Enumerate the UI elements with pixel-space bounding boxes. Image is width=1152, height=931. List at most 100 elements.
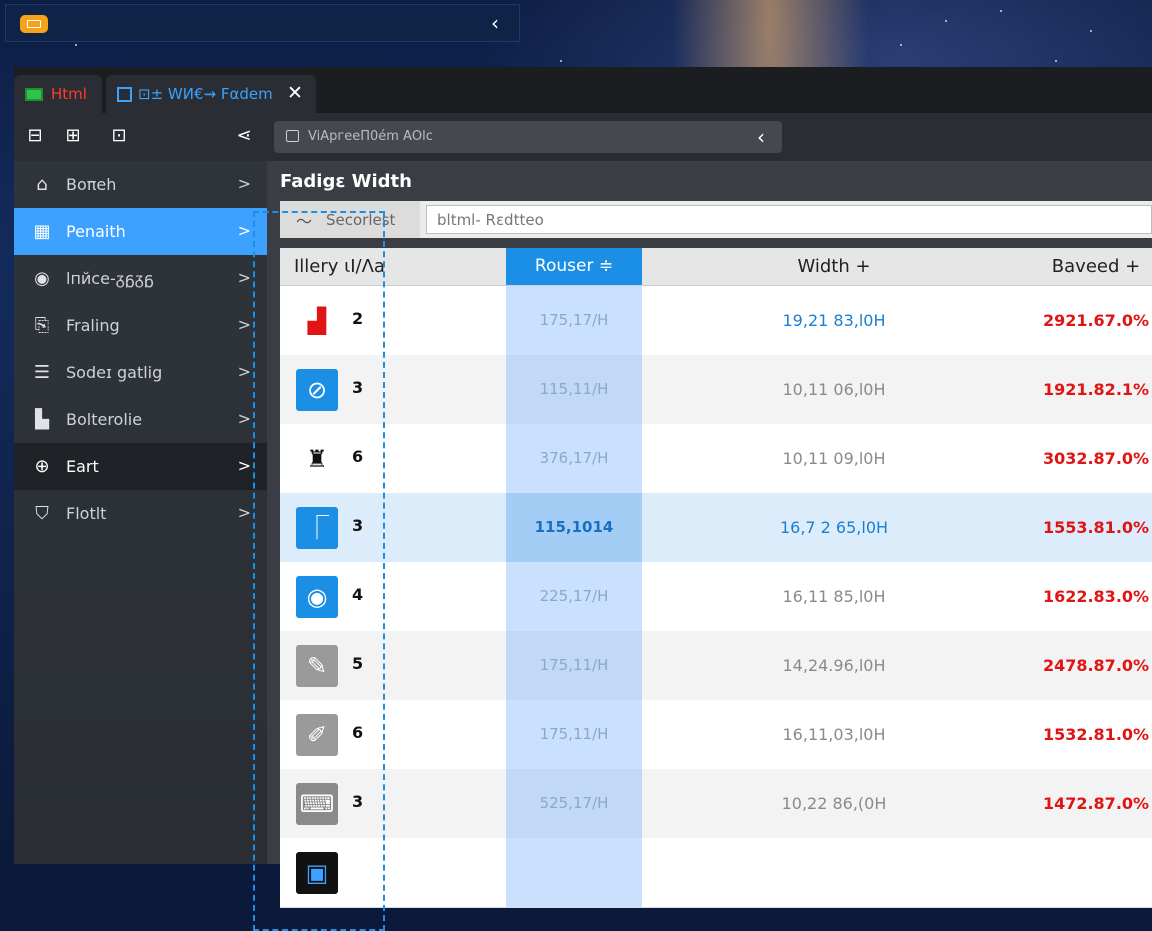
sidebar-item-clipboard[interactable]: ⎘ Fraling > — [14, 302, 267, 349]
chevron-right-icon: > — [237, 315, 251, 334]
page-icon — [286, 130, 299, 142]
bin-icon: ♜ — [296, 438, 338, 480]
crosshair-icon: ⊕ — [34, 455, 50, 477]
column-header-name[interactable]: Ιllery ιΙ/Λa — [294, 256, 385, 277]
bookmark-icon: ⛉ — [35, 502, 49, 524]
cell-based: 1472.87.0% — [1042, 794, 1150, 813]
sidebar-item-bookmark[interactable]: ⛉ Flotlt > — [14, 490, 267, 537]
filter-chip[interactable]: 〜 Secorlest — [280, 201, 420, 238]
row-id: 3 — [352, 792, 364, 811]
table-row[interactable]: ♜ 6 376,17/H 10,11 09,l0H 3032.87.0% — [280, 424, 1152, 494]
data-table: Ιllery ιΙ/Λa Rouser ≑ Width + Baveed + ▟… — [280, 248, 1152, 908]
toolbar: ⊟ ⊞ ⊡ ⋖ ViΑpгeeΠ0ém ΑΟlc ‹ — [14, 113, 1152, 161]
row-id: 2 — [352, 309, 364, 328]
cell-width: 16,11 85,l0H — [782, 587, 886, 606]
chevron-right-icon: > — [237, 456, 251, 475]
sidebar-item-label: lпйcе-ᵹᵷᵹᵷ — [66, 268, 154, 288]
cell-based: 1553.81.0% — [1042, 518, 1150, 537]
cell-width — [734, 838, 934, 907]
back-button[interactable]: ‹ — [757, 125, 765, 149]
filter-input[interactable] — [426, 205, 1152, 234]
row-id: 6 — [352, 723, 364, 742]
window-icon — [117, 86, 132, 102]
flag-icon: ⎾ — [296, 507, 338, 549]
cell-router: 175,11/H — [506, 700, 642, 769]
sidebar-item-label: Fraling — [66, 316, 120, 335]
sidebar-item-layers[interactable]: ☰ Sodeɪ gatlig > — [14, 349, 267, 396]
table-row[interactable]: ⎾ 3 115,1014 16,7 2 65,l0H 1553.81.0% — [280, 493, 1152, 563]
star — [900, 44, 902, 46]
cell-router — [506, 838, 642, 907]
sidebar-item-label: Bolterolie — [66, 410, 143, 429]
table-row[interactable]: ▟ 2 175,17/H 19,21 83,l0H 2921.67.0% — [280, 286, 1152, 356]
main-content: Fadigɛ Width 〜 Secorlest Ιllery ιΙ/Λa Ro… — [267, 161, 1152, 908]
search-icon: ◉ — [34, 267, 50, 289]
columns-icon[interactable]: ⊞ — [65, 125, 81, 146]
home-icon: ⌂ — [36, 173, 48, 195]
sidebar-item-label: Sodeɪ gatlig — [66, 363, 163, 382]
device-icon: ⌨ — [296, 783, 338, 825]
star — [1000, 10, 1002, 12]
table-row[interactable]: ◉ 4 225,17/H 16,11 85,l0H 1622.83.0% — [280, 562, 1152, 632]
tab-label: ⊡± WИ€⇝ Fαdem — [138, 85, 273, 103]
chevron-right-icon: > — [237, 503, 251, 522]
cell-based: 3032.87.0% — [1042, 449, 1150, 468]
filter-chip-label: Secorlest — [326, 210, 396, 229]
table-row[interactable]: ✐ 6 175,11/H 16,11,03,l0H 1532.81.0% — [280, 700, 1152, 770]
cell-width: 10,11 06,l0H — [782, 380, 886, 399]
sidebar-item-label: Boπeh — [66, 175, 117, 194]
chat-icon[interactable]: ⊡ — [111, 125, 127, 146]
address-bar[interactable]: ViΑpгeeΠ0ém ΑΟlc ‹ — [274, 121, 782, 153]
chevron-right-icon: > — [237, 362, 251, 381]
collapse-button[interactable]: ‹ — [491, 11, 499, 35]
close-tab-button[interactable]: ✕ — [287, 82, 303, 104]
layers-icon: ☰ — [33, 361, 51, 383]
red-block-icon: ▟ — [296, 300, 338, 342]
cell-router: 376,17/H — [506, 424, 642, 493]
monitor-icon[interactable]: ⊟ — [27, 125, 43, 146]
sidebar-item-search[interactable]: ◉ lпйcе-ᵹᵷᵹᵷ > — [14, 255, 267, 302]
app-icon: ▣ — [296, 852, 338, 894]
pencil-icon: ✐ — [296, 714, 338, 756]
cell-router: 225,17/H — [506, 562, 642, 631]
column-header-based[interactable]: Baveed + — [1051, 256, 1141, 277]
blocks-icon: ▙ — [35, 408, 49, 430]
chevron-right-icon: > — [237, 268, 251, 287]
share-icon[interactable]: ⋖ — [236, 125, 252, 146]
tab-html[interactable]: Html — [14, 75, 102, 113]
cell-width: 16,11,03,l0H — [782, 725, 886, 744]
table-row[interactable]: ✎ 5 175,11/H 14,24.96,l0H 2478.87.0% — [280, 631, 1152, 701]
grid-icon — [25, 87, 43, 101]
sidebar-item-panel[interactable]: ▦ Penaith > — [14, 208, 267, 255]
sidebar-item-label: Flotlt — [66, 504, 107, 523]
target-icon: ◉ — [296, 576, 338, 618]
cell-router: 525,17/H — [506, 769, 642, 838]
tab-bar: Html ⊡± WИ€⇝ Fαdem ✕ — [14, 67, 1152, 113]
table-row[interactable]: ▣ — [280, 838, 1152, 908]
cell-based: 1921.82.1% — [1042, 380, 1150, 399]
cell-router: 115,11/H — [506, 355, 642, 424]
table-row[interactable]: ⊘ 3 115,11/H 10,11 06,l0H 1921.82.1% — [280, 355, 1152, 425]
cell-width: 10,22 86,(0H — [781, 794, 887, 813]
sidebar-item-crosshair[interactable]: ⊕ Eart > — [14, 443, 267, 490]
panel-icon: ▦ — [33, 220, 51, 242]
sidebar-item-home[interactable]: ⌂ Boπeh > — [14, 161, 267, 208]
cell-width: 10,11 09,l0H — [782, 449, 886, 468]
app-window-icon[interactable] — [20, 15, 48, 33]
sidebar: ⌂ Boπeh > ▦ Penaith > ◉ lпйcе-ᵹᵷᵹᵷ > ⎘ F… — [14, 161, 267, 864]
column-header-width[interactable]: Width + — [797, 256, 871, 277]
sidebar-item-blocks[interactable]: ▙ Bolterolie > — [14, 396, 267, 443]
chevron-right-icon: > — [237, 409, 251, 428]
address-text: ViΑpгeeΠ0ém ΑΟlc — [308, 129, 433, 144]
clipboard-icon: ⎘ — [34, 314, 50, 336]
row-id: 4 — [352, 585, 364, 604]
cell-based: 2921.67.0% — [1042, 311, 1150, 330]
cell-based: 1622.83.0% — [1042, 587, 1150, 606]
page-title: Fadigɛ Width — [280, 171, 412, 192]
column-header-router[interactable]: Rouser ≑ — [506, 248, 642, 285]
star — [75, 44, 77, 46]
table-row[interactable]: ⌨ 3 525,17/H 10,22 86,(0H 1472.87.0% — [280, 769, 1152, 839]
tab-active[interactable]: ⊡± WИ€⇝ Fαdem — [106, 75, 316, 113]
sidebar-item-label: Eart — [66, 457, 99, 476]
star — [560, 60, 562, 62]
